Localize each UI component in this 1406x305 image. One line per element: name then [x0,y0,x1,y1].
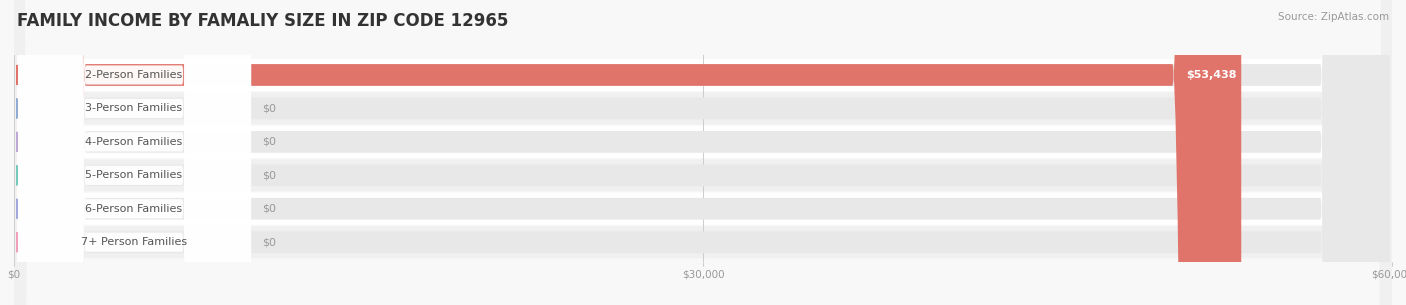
FancyBboxPatch shape [17,0,252,305]
FancyBboxPatch shape [17,0,1389,305]
FancyBboxPatch shape [17,0,1389,305]
Text: 5-Person Families: 5-Person Families [86,170,183,180]
FancyBboxPatch shape [17,0,252,305]
FancyBboxPatch shape [17,0,1389,305]
Text: Source: ZipAtlas.com: Source: ZipAtlas.com [1278,12,1389,22]
FancyBboxPatch shape [14,0,1392,305]
FancyBboxPatch shape [14,0,1392,305]
FancyBboxPatch shape [17,0,252,305]
Text: $53,438: $53,438 [1187,70,1237,80]
Text: $0: $0 [262,237,276,247]
FancyBboxPatch shape [14,0,1392,305]
Text: 6-Person Families: 6-Person Families [86,204,183,214]
FancyBboxPatch shape [17,0,1241,305]
FancyBboxPatch shape [14,0,1392,305]
Text: 3-Person Families: 3-Person Families [86,103,183,113]
Text: 7+ Person Families: 7+ Person Families [82,237,187,247]
FancyBboxPatch shape [17,0,1389,305]
FancyBboxPatch shape [17,0,252,305]
FancyBboxPatch shape [17,0,252,305]
FancyBboxPatch shape [17,0,252,305]
Text: $0: $0 [262,204,276,214]
FancyBboxPatch shape [14,0,1392,305]
Text: $0: $0 [262,137,276,147]
Text: $0: $0 [262,103,276,113]
Text: 2-Person Families: 2-Person Families [86,70,183,80]
FancyBboxPatch shape [17,0,1389,305]
Text: 4-Person Families: 4-Person Families [86,137,183,147]
Text: FAMILY INCOME BY FAMALIY SIZE IN ZIP CODE 12965: FAMILY INCOME BY FAMALIY SIZE IN ZIP COD… [17,12,508,30]
Text: $0: $0 [262,170,276,180]
FancyBboxPatch shape [17,0,1389,305]
FancyBboxPatch shape [14,0,1392,305]
